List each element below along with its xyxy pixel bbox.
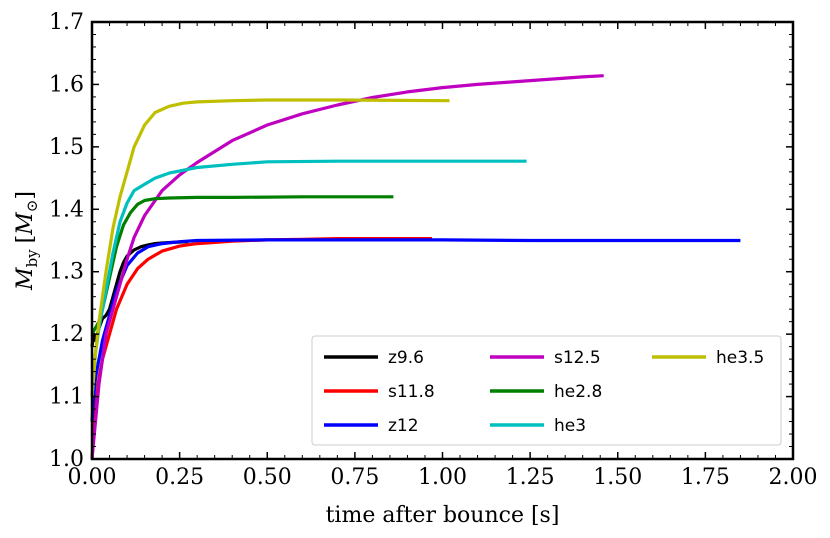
series-layer <box>90 74 741 460</box>
series-line-he3 <box>90 159 527 397</box>
legend-label-he2-8: he2.8 <box>554 382 602 402</box>
legend: z9.6 s11.8 z12 s12.5 he2.8 he3 he3.5 <box>311 335 782 446</box>
legend-label-z9-6: z9.6 <box>388 348 424 368</box>
y-tick-label: 1.0 <box>49 447 84 472</box>
x-tick-label: 1.25 <box>506 465 555 490</box>
x-tick-label: 0.00 <box>68 465 117 490</box>
series-line-he3-5 <box>90 98 450 397</box>
legend-items: z9.6 s11.8 z12 s12.5 he2.8 he3 he3.5 <box>324 348 764 436</box>
y-axis-label: Mby[M⊙] <box>13 191 41 291</box>
y-label-unit-open: [ <box>13 235 38 244</box>
y-label-unit-sym: ⊙ <box>23 200 41 213</box>
legend-label-s11-8: s11.8 <box>388 382 435 402</box>
x-tick-label: 0.50 <box>243 465 292 490</box>
x-tick-label: 0.25 <box>155 465 204 490</box>
legend-label-z12: z12 <box>388 416 419 436</box>
x-tick-label: 0.75 <box>330 465 379 490</box>
series-line-z12 <box>90 238 741 422</box>
series-line-he2-8 <box>90 195 394 335</box>
legend-label-he3: he3 <box>554 416 586 436</box>
y-label-unit-main: M <box>13 212 38 236</box>
y-tick-label: 1.6 <box>49 72 84 97</box>
legend-label-s12-5: s12.5 <box>554 348 601 368</box>
y-tick-label: 1.5 <box>49 135 84 160</box>
y-tick-label: 1.1 <box>49 385 84 410</box>
y-label-unit-close: ] <box>13 191 38 200</box>
y-label-main: M <box>13 267 38 291</box>
x-tick-label: 1.00 <box>418 465 467 490</box>
x-tick-label: 1.75 <box>681 465 730 490</box>
ticks-layer: 0.00 0.25 0.50 0.75 1.00 1.25 1.50 1.75 2.00 1.0 1… <box>49 10 817 490</box>
x-tick-label: 2.00 <box>769 465 818 490</box>
y-tick-label: 1.4 <box>49 197 84 222</box>
x-axis-label: time after bounce [s] <box>326 503 560 528</box>
y-label-sub: by <box>23 249 41 268</box>
legend-box <box>311 335 782 446</box>
y-tick-label: 1.7 <box>49 10 84 35</box>
series-line-s12-5 <box>90 74 604 460</box>
x-tick-label: 1.50 <box>593 465 642 490</box>
y-tick-label: 1.2 <box>49 322 84 347</box>
y-tick-label: 1.3 <box>49 260 84 285</box>
legend-label-he3-5: he3.5 <box>716 348 764 368</box>
